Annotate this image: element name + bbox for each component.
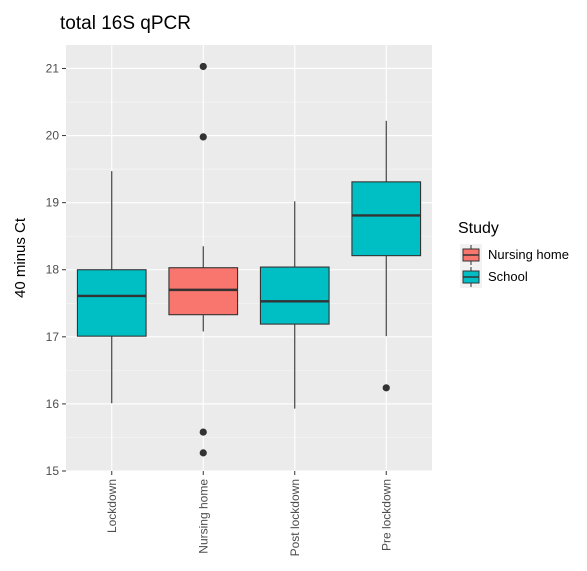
x-tick-label: Pre lockdown xyxy=(379,479,393,551)
legend-key xyxy=(460,266,482,288)
box-nursing-home xyxy=(168,62,239,457)
box-series xyxy=(76,62,422,457)
plot-panel xyxy=(66,45,432,471)
outlier-point xyxy=(382,384,390,392)
x-tick-label: Lockdown xyxy=(105,479,119,533)
legend-title: Study xyxy=(458,220,499,237)
y-axis: 15 16 17 18 19 20 21 xyxy=(46,61,66,478)
y-tick-label: 17 xyxy=(46,330,60,344)
y-tick-label: 18 xyxy=(46,263,60,277)
y-tick-label: 19 xyxy=(46,196,60,210)
legend: Study Nursing home School xyxy=(458,220,569,288)
y-axis-title: 40 minus Ct xyxy=(12,217,29,298)
y-tick-label: 15 xyxy=(46,464,60,478)
chart-title: total 16S qPCR xyxy=(60,13,191,34)
box-iqr xyxy=(351,181,422,257)
legend-key xyxy=(460,244,482,266)
y-tick-label: 21 xyxy=(46,61,60,75)
outlier-point xyxy=(199,428,207,436)
outlier-point xyxy=(199,449,207,457)
x-axis: Lockdown Nursing home Post lockdown Pre loc… xyxy=(105,471,393,556)
legend-label: School xyxy=(488,269,528,284)
y-tick-label: 16 xyxy=(46,397,60,411)
legend-label: Nursing home xyxy=(488,247,569,262)
x-tick-label: Nursing home xyxy=(196,479,210,554)
x-tick-label: Post lockdown xyxy=(288,479,302,556)
box-iqr xyxy=(76,269,147,337)
box-lockdown xyxy=(76,171,147,404)
y-tick-label: 20 xyxy=(46,129,60,143)
box-iqr xyxy=(168,267,239,316)
box-iqr xyxy=(259,266,330,325)
box-post-lockdown xyxy=(259,201,330,409)
outlier-point xyxy=(199,62,207,71)
outlier-point xyxy=(199,133,207,141)
box-pre-lockdown xyxy=(351,120,422,392)
